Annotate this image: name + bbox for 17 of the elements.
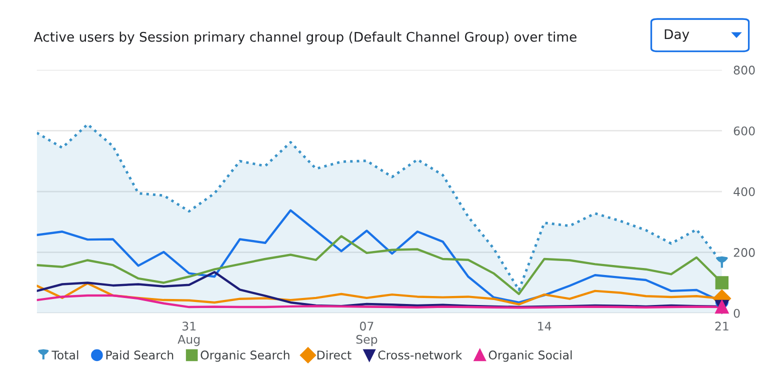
x-tick-label: 07 Sep <box>356 322 378 346</box>
y-tick-label: 600 <box>734 126 755 136</box>
x-tick-label: 14 <box>538 322 552 330</box>
y-tick-label: 200 <box>734 248 755 257</box>
x-tick-label: 21 <box>715 322 728 330</box>
legend-label: Paid Search <box>106 350 174 360</box>
legend-label: Direct <box>317 350 352 360</box>
legend-label: Cross-network <box>378 350 462 360</box>
chart-title: Active users by Session primary channel group (Default Channel Group) over time <box>34 32 576 44</box>
legend-label: Organic Search <box>200 350 290 362</box>
text: Day <box>664 29 690 42</box>
y-tick-label: 400 <box>734 187 755 196</box>
y-tick-label: 800 <box>734 66 755 75</box>
legend-label: Total <box>52 350 78 360</box>
y-tick-label: 0 <box>734 308 740 318</box>
legend-label: Organic Social <box>488 350 572 362</box>
x-tick-label: 31 Aug <box>178 322 200 346</box>
